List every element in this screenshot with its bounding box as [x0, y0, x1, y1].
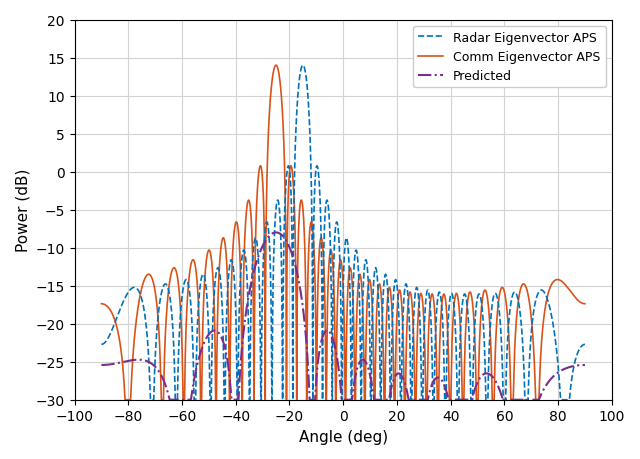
Comm Eigenvector APS: [121, 397, 129, 403]
Radar Eigenvector APS: [257, 349, 264, 355]
Predicted: [166, 397, 173, 403]
Predicted: [349, 391, 356, 397]
Radar Eigenvector APS: [544, 299, 552, 305]
Predicted: [409, 397, 417, 403]
Predicted: [272, 230, 280, 235]
Comm Eigenvector APS: [97, 301, 105, 307]
Radar Eigenvector APS: [452, 333, 460, 338]
Radar Eigenvector APS: [147, 397, 154, 403]
Comm Eigenvector APS: [257, 164, 264, 169]
Predicted: [581, 363, 589, 368]
Radar Eigenvector APS: [97, 342, 105, 347]
Predicted: [544, 380, 552, 385]
Radar Eigenvector APS: [581, 342, 589, 347]
Comm Eigenvector APS: [272, 63, 280, 69]
Predicted: [99, 363, 106, 368]
Comm Eigenvector APS: [409, 317, 417, 323]
Predicted: [452, 397, 460, 403]
Legend: Radar Eigenvector APS, Comm Eigenvector APS, Predicted: Radar Eigenvector APS, Comm Eigenvector …: [413, 27, 605, 88]
Comm Eigenvector APS: [581, 301, 589, 307]
Line: Radar Eigenvector APS: Radar Eigenvector APS: [101, 66, 585, 400]
Comm Eigenvector APS: [544, 291, 552, 297]
Line: Comm Eigenvector APS: Comm Eigenvector APS: [101, 66, 585, 400]
Comm Eigenvector APS: [452, 292, 460, 297]
Line: Predicted: Predicted: [101, 233, 585, 400]
Radar Eigenvector APS: [349, 301, 356, 306]
Y-axis label: Power (dB): Power (dB): [15, 168, 30, 252]
Predicted: [257, 248, 264, 254]
X-axis label: Angle (deg): Angle (deg): [299, 429, 388, 444]
Radar Eigenvector APS: [99, 341, 106, 347]
Radar Eigenvector APS: [409, 336, 417, 342]
Predicted: [97, 363, 105, 368]
Comm Eigenvector APS: [349, 292, 356, 297]
Comm Eigenvector APS: [99, 302, 106, 307]
Radar Eigenvector APS: [299, 63, 307, 69]
